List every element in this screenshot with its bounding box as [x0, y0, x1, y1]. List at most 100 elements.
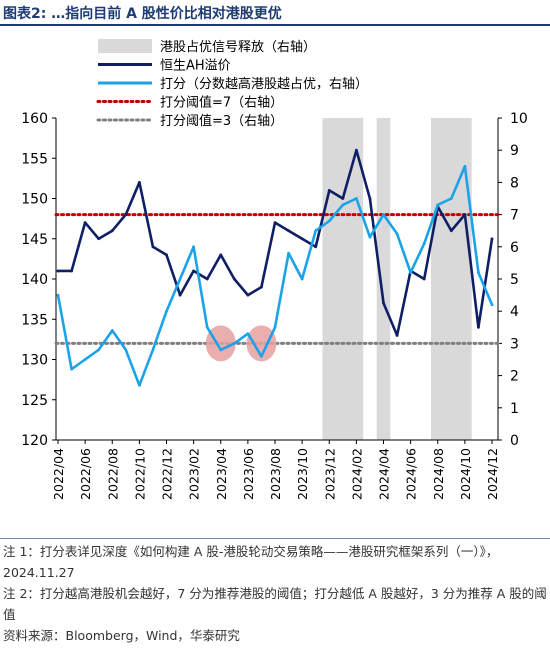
- note-1: 注 1：打分表详见深度《如何构建 A 股-港股轮动交易策略——港股研究框架系列（…: [3, 544, 499, 580]
- score-point: [395, 232, 399, 236]
- score-point: [165, 309, 168, 313]
- score-point: [83, 358, 87, 361]
- notes-divider: [0, 538, 550, 539]
- left-tick-label: 155: [21, 151, 48, 167]
- right-tick-label: 10: [510, 111, 528, 127]
- shaded-period-1: [376, 118, 391, 440]
- x-tick-label: 2022/08: [105, 448, 120, 500]
- highlight-circle-1: [205, 325, 236, 362]
- ah-premium-point: [382, 301, 385, 305]
- left-tick-label: 145: [21, 232, 48, 248]
- ah-premium-point: [56, 269, 60, 273]
- score-point: [300, 277, 304, 281]
- score-point: [124, 348, 128, 352]
- x-tick-label: 2023/12: [322, 448, 337, 500]
- ah-premium-point: [422, 277, 426, 281]
- right-tick-label: 6: [510, 240, 519, 256]
- score-point: [354, 197, 358, 200]
- ah-premium-point: [341, 197, 345, 200]
- score-point: [287, 251, 290, 255]
- ah-premium-point: [110, 229, 114, 233]
- right-tick-label: 9: [510, 143, 519, 159]
- score-point: [422, 242, 426, 245]
- x-tick-label: 2022/04: [51, 448, 66, 500]
- right-tick-label: 8: [510, 175, 519, 191]
- source-note: 资料来源：Bloomberg，Wind，华泰研究: [3, 628, 240, 643]
- figure-title-bar: 图表2: …指向目前 A 股性价比相对港股更优: [0, 0, 550, 26]
- ah-premium-point: [314, 245, 318, 249]
- legend-shaded-swatch: [98, 39, 152, 53]
- ah-premium-point: [83, 221, 87, 225]
- left-tick-label: 140: [21, 272, 48, 288]
- ah-premium-point: [368, 197, 372, 200]
- x-tick-label: 2022/06: [78, 448, 93, 500]
- score-point: [232, 342, 236, 345]
- score-point: [341, 203, 345, 207]
- score-point: [436, 203, 440, 207]
- figure-title: 图表2: …指向目前 A 股性价比相对港股更优: [3, 3, 282, 23]
- score-point: [260, 354, 263, 358]
- ah-premium-point: [151, 245, 155, 249]
- ah-premium-point: [246, 293, 250, 297]
- score-point: [246, 332, 250, 336]
- ah-premium-point: [165, 253, 168, 257]
- score-point: [368, 235, 372, 239]
- score-point: [314, 229, 318, 233]
- ah-premium-point: [178, 293, 182, 297]
- score-point: [219, 348, 223, 352]
- ah-premium-point: [327, 189, 331, 192]
- legend-shaded-label: 港股占优信号释放（右轴）: [160, 40, 316, 55]
- x-tick-label: 2023/02: [187, 448, 202, 500]
- ah-premium-point: [395, 333, 399, 337]
- score-point: [97, 348, 101, 352]
- legend-series-2-label: 打分阈值=7（右轴）: [160, 95, 283, 111]
- chart: 120 125 130 135 140 145 150 155 160 0 1 2 3 4 5 6 7 8 9 10 2…: [21, 39, 528, 500]
- score-point: [205, 325, 209, 329]
- ah-premium-point: [205, 277, 209, 281]
- legend-series-1-label: 打分（分数越高港股越占优，右轴）: [160, 76, 368, 92]
- x-tick-label: 2024/02: [349, 448, 364, 500]
- score-point: [477, 271, 480, 274]
- figure-label: 图表2:: [3, 6, 47, 22]
- left-tick-label: 135: [21, 312, 48, 328]
- score-point: [110, 329, 114, 332]
- score-point: [409, 271, 413, 274]
- score-point: [327, 219, 331, 223]
- right-tick-label: 1: [510, 401, 519, 417]
- ah-premium-point: [449, 229, 453, 233]
- notes: 注 1：打分表详见深度《如何构建 A 股-港股轮动交易策略——港股研究框架系列（…: [3, 541, 549, 646]
- ah-premium-point: [463, 213, 467, 217]
- right-tick-label: 4: [510, 304, 519, 320]
- legend-series-0-label: 恒生AH溢价: [160, 59, 231, 74]
- x-tick-label: 2022/10: [132, 448, 147, 500]
- score-point: [490, 303, 494, 307]
- score-point: [151, 348, 155, 352]
- left-tick-label: 130: [21, 353, 48, 369]
- ah-premium-line: [58, 148, 494, 337]
- x-tick-label: 2024/04: [377, 448, 392, 500]
- left-tick-label: 120: [21, 433, 48, 449]
- score-point: [56, 293, 60, 297]
- left-tick-label: 150: [21, 192, 48, 208]
- score-point: [273, 325, 277, 329]
- ah-premium-point: [260, 285, 263, 289]
- ah-premium-point: [70, 269, 73, 273]
- right-tick-label: 2: [510, 369, 519, 385]
- left-tick-label: 160: [21, 111, 48, 127]
- figure-title-text: …指向目前 A 股性价比相对港股更优: [51, 6, 282, 22]
- x-tick-label: 2024/06: [404, 448, 419, 500]
- ah-premium-point: [477, 325, 480, 329]
- ah-premium-point: [354, 148, 358, 152]
- legend-series-3-label: 打分阈值=3（右轴）: [160, 113, 283, 129]
- score-point: [382, 213, 385, 217]
- ah-premium-point: [273, 221, 277, 225]
- note-2: 注 2：打分越高港股机会越好，7 分为推荐港股的阈值；打分越低 A 股越好，3 …: [3, 586, 547, 622]
- x-tick-label: 2024/08: [431, 448, 446, 500]
- ah-premium-point: [97, 237, 101, 241]
- x-tick-label: 2024/10: [458, 448, 473, 500]
- ah-premium-point: [300, 237, 304, 241]
- ah-premium-point: [232, 277, 236, 281]
- score-point: [463, 164, 467, 168]
- right-tick-label: 3: [510, 336, 519, 352]
- x-tick-label: 2023/08: [268, 448, 283, 500]
